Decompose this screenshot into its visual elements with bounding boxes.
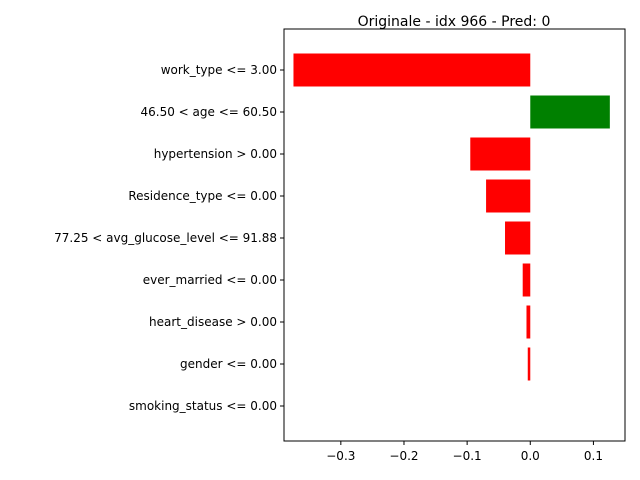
bar-0 <box>293 53 531 87</box>
bar-7 <box>527 347 531 381</box>
bar-3 <box>486 179 531 213</box>
chart-title: Originale - idx 966 - Pred: 0 <box>358 14 551 30</box>
bar-5 <box>522 263 531 297</box>
y-tick-label: work_type <= 3.00 <box>161 63 277 77</box>
y-tick-label: 46.50 < age <= 60.50 <box>141 105 277 119</box>
x-tick-label: −0.3 <box>326 449 355 463</box>
bars-group <box>293 53 610 381</box>
bar-1 <box>530 95 610 129</box>
x-tick-label: −0.2 <box>389 449 418 463</box>
y-tick-label: gender <= 0.00 <box>180 357 277 371</box>
x-tick-label: −0.1 <box>453 449 482 463</box>
y-tick-label: heart_disease > 0.00 <box>149 315 277 329</box>
y-tick-labels: work_type <= 3.00 46.50 < age <= 60.50 hyp… <box>54 63 284 413</box>
y-tick-label: ever_married <= 0.00 <box>143 273 277 287</box>
x-ticks: −0.3 −0.2 −0.1 0.0 0.1 <box>326 441 603 463</box>
bar-2 <box>470 137 531 171</box>
x-tick-label: 0.0 <box>521 449 540 463</box>
y-tick-label: Residence_type <= 0.00 <box>128 189 277 203</box>
bar-6 <box>526 305 531 339</box>
y-tick-label: 77.25 < avg_glucose_level <= 91.88 <box>54 231 277 245</box>
bar-4 <box>505 221 531 255</box>
x-tick-label: 0.1 <box>584 449 603 463</box>
plot-frame <box>283 28 626 442</box>
y-tick-label: smoking_status <= 0.00 <box>129 399 277 413</box>
y-tick-label: hypertension > 0.00 <box>154 147 277 161</box>
